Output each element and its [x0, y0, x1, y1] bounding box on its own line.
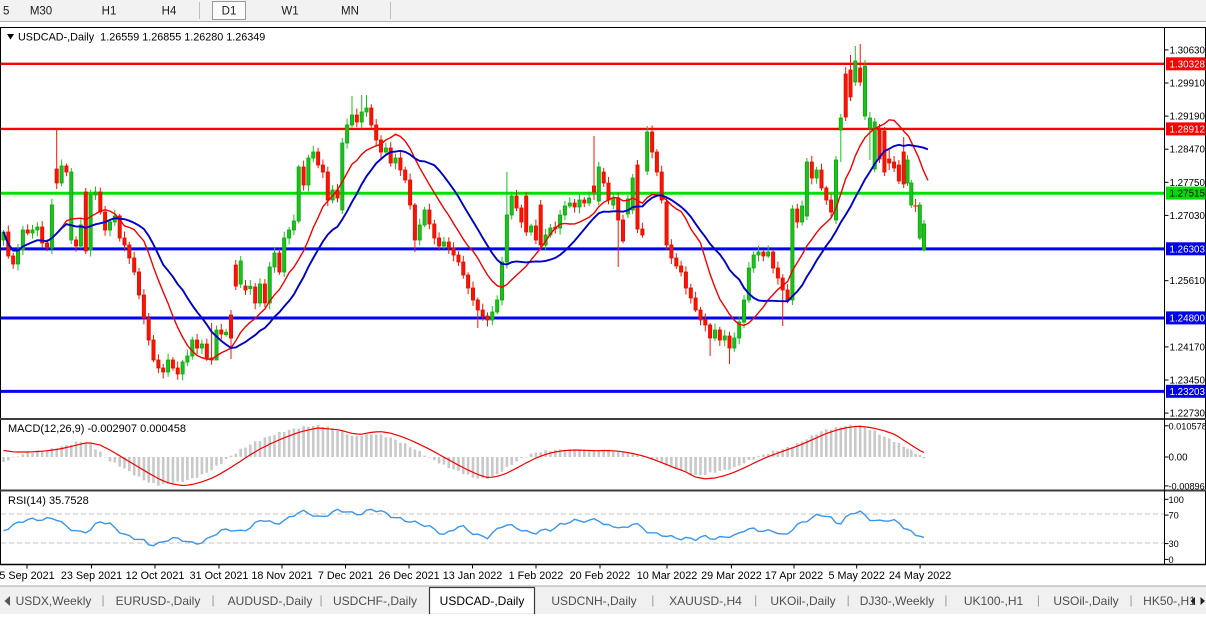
- svg-text:1.29190: 1.29190: [1170, 112, 1206, 123]
- svg-text:17 Apr 2022: 17 Apr 2022: [765, 570, 823, 582]
- svg-text:USDCNH-,Daily: USDCNH-,Daily: [551, 594, 636, 608]
- svg-text:H1: H1: [102, 6, 117, 18]
- svg-text:26 Dec 2021: 26 Dec 2021: [378, 570, 439, 582]
- svg-text:0.00: 0.00: [1169, 453, 1189, 464]
- svg-text:13 Jan 2022: 13 Jan 2022: [443, 570, 502, 582]
- svg-text:10 Mar 2022: 10 Mar 2022: [637, 570, 698, 582]
- svg-text:M30: M30: [30, 6, 52, 18]
- svg-text:DJ30-,Weekly: DJ30-,Weekly: [860, 594, 934, 608]
- svg-text:USOil-,Daily: USOil-,Daily: [1053, 594, 1118, 608]
- svg-text:1.27515: 1.27515: [1170, 189, 1206, 200]
- svg-text:30: 30: [1169, 539, 1179, 549]
- svg-text:7 Dec 2021: 7 Dec 2021: [318, 570, 373, 582]
- svg-text:0: 0: [1169, 555, 1174, 565]
- svg-text:1.30630: 1.30630: [1170, 45, 1206, 56]
- svg-text:D1: D1: [222, 6, 237, 18]
- svg-text:|: |: [101, 593, 104, 607]
- svg-text:|: |: [319, 593, 322, 607]
- svg-text:RSI(14) 35.7528: RSI(14) 35.7528: [8, 495, 89, 507]
- svg-text:1.29910: 1.29910: [1170, 79, 1206, 90]
- svg-text:MN: MN: [341, 6, 359, 18]
- svg-text:5 Sep 2021: 5 Sep 2021: [0, 570, 55, 582]
- svg-text:31 Oct 2021: 31 Oct 2021: [190, 570, 249, 582]
- svg-text:1.24800: 1.24800: [1170, 313, 1206, 324]
- svg-text:12 Oct 2021: 12 Oct 2021: [126, 570, 185, 582]
- svg-text:1.26303: 1.26303: [1170, 244, 1206, 255]
- svg-text:XAUUSD-,H4: XAUUSD-,H4: [669, 594, 742, 608]
- svg-text:1.30328: 1.30328: [1170, 59, 1206, 70]
- svg-text:HK50-,H1: HK50-,H1: [1143, 594, 1196, 608]
- svg-text:|: |: [847, 593, 850, 607]
- svg-text:USDCAD-,Daily 1.26559 1.26855: USDCAD-,Daily 1.26559 1.26855 1.26280 1.…: [18, 32, 265, 44]
- svg-text:|: |: [1129, 593, 1132, 607]
- svg-text:|: |: [211, 593, 214, 607]
- svg-text:1.24170: 1.24170: [1170, 342, 1206, 353]
- svg-text:1.28470: 1.28470: [1170, 145, 1206, 156]
- svg-text:1.25610: 1.25610: [1170, 276, 1206, 287]
- svg-text:H4: H4: [162, 6, 177, 18]
- svg-text:100: 100: [1169, 495, 1184, 505]
- svg-text:UKOil-,Daily: UKOil-,Daily: [770, 594, 835, 608]
- svg-text:1.23203: 1.23203: [1170, 387, 1206, 398]
- svg-text:1.27030: 1.27030: [1170, 211, 1206, 222]
- svg-text:USDX,Weekly: USDX,Weekly: [16, 594, 92, 608]
- svg-text:|: |: [651, 593, 654, 607]
- svg-text:18 Nov 2021: 18 Nov 2021: [251, 570, 312, 582]
- svg-text:0.010578: 0.010578: [1169, 421, 1206, 431]
- svg-text:MACD(12,26,9) -0.002907 0.0004: MACD(12,26,9) -0.002907 0.000458: [8, 423, 186, 435]
- svg-text:EURUSD-,Daily: EURUSD-,Daily: [116, 594, 201, 608]
- svg-text:|: |: [944, 593, 947, 607]
- svg-text:1.22730: 1.22730: [1170, 409, 1206, 420]
- svg-text:-0.00896: -0.00896: [1169, 481, 1205, 491]
- svg-text:W1: W1: [281, 6, 298, 18]
- svg-text:|: |: [1037, 593, 1040, 607]
- svg-text:5: 5: [3, 6, 9, 18]
- svg-text:UK100-,H1: UK100-,H1: [964, 594, 1024, 608]
- svg-text:70: 70: [1169, 511, 1179, 521]
- svg-text:5 May 2022: 5 May 2022: [828, 570, 884, 582]
- svg-text:USDCAD-,Daily: USDCAD-,Daily: [440, 594, 525, 608]
- svg-text:|: |: [754, 593, 757, 607]
- svg-text:USDCHF-,Daily: USDCHF-,Daily: [333, 594, 417, 608]
- svg-text:24 May 2022: 24 May 2022: [889, 570, 951, 582]
- svg-text:1 Feb 2022: 1 Feb 2022: [509, 570, 564, 582]
- svg-text:1.28912: 1.28912: [1170, 124, 1205, 135]
- svg-text:AUDUSD-,Daily: AUDUSD-,Daily: [228, 594, 313, 608]
- svg-text:20 Feb 2022: 20 Feb 2022: [570, 570, 631, 582]
- svg-text:29 Mar 2022: 29 Mar 2022: [701, 570, 762, 582]
- svg-text:23 Sep 2021: 23 Sep 2021: [61, 570, 122, 582]
